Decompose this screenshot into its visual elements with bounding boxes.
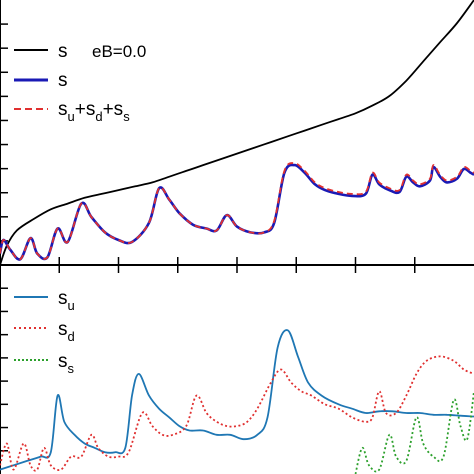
legend-sum-plus2: +s	[103, 99, 124, 120]
top-legend: s eB=0.0 s su+sd+ss	[14, 41, 146, 124]
legend-sum-sub-d: d	[95, 109, 102, 124]
legend-sum-s1: s	[58, 99, 68, 120]
legend-su-s: s	[58, 288, 68, 309]
top-panel: s eB=0.0 s su+sd+ss	[0, 0, 474, 266]
legend-sd-s: s	[58, 319, 68, 340]
legend-su-sub: u	[68, 298, 75, 313]
legend-ss-s: s	[58, 351, 68, 372]
series-line-top-lines-1	[0, 163, 474, 261]
legend-label-s: s	[58, 70, 68, 91]
legend-ss-sub: s	[68, 361, 75, 376]
legend-sd-sub: d	[68, 329, 75, 344]
legend-label-sd: sd	[58, 319, 75, 344]
legend-label-s-eb0: s	[58, 41, 68, 62]
series-line-top-lines-0	[0, 0, 474, 265]
bottom-panel-series	[0, 329, 474, 474]
series-line-top-lines-2	[0, 162, 474, 261]
top-panel-series	[0, 0, 474, 265]
legend-label-eb: eB=0.0	[92, 42, 146, 61]
series-line-bot-lines-1	[0, 355, 474, 472]
legend-sum-sub-u: u	[68, 109, 75, 124]
legend-label-su: su	[58, 288, 75, 313]
bottom-panel-ticks	[0, 265, 416, 452]
series-line-bot-lines-2	[354, 391, 474, 474]
bottom-legend: su sd ss	[14, 288, 75, 376]
bottom-panel: su sd ss	[0, 265, 474, 474]
legend-label-sum: su+sd+ss	[58, 99, 130, 124]
legend-sum-sub-s: s	[123, 109, 130, 124]
series-line-bot-lines-0	[0, 329, 474, 471]
legend-label-ss: ss	[58, 351, 75, 376]
legend-sum-plus1: +s	[75, 99, 96, 120]
top-panel-ticks	[0, 23, 416, 265]
